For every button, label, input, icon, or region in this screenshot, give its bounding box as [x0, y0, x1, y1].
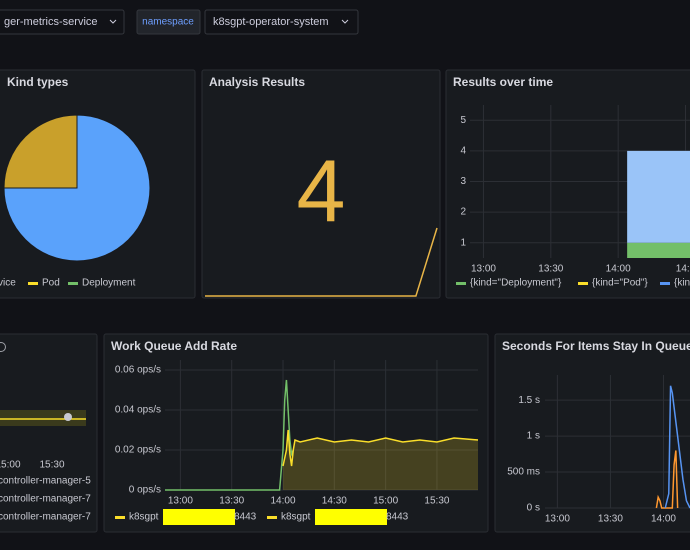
x-tick-label: 14:00: [271, 496, 296, 507]
x-tick-label: 13:30: [219, 496, 244, 507]
legend-swatch: [28, 282, 38, 285]
legend-label: controller-manager-5: [0, 476, 91, 487]
area: [627, 150, 690, 243]
y-tick-label: 0 s: [527, 503, 540, 514]
sparkline: [205, 227, 438, 297]
y-tick-label: 4: [460, 146, 466, 157]
x-tick-label: 14:00: [606, 264, 631, 275]
x-tick-label: 14:00: [651, 514, 676, 525]
legend-label: vice: [0, 278, 16, 289]
y-tick-label: 500 ms: [507, 467, 540, 478]
panel: [201, 69, 441, 299]
y-tick-label: 0.04 ops/s: [115, 405, 161, 416]
legend-label: {kind=": [674, 278, 690, 289]
legend-swatch: [456, 282, 466, 285]
panel: [494, 333, 690, 533]
legend-swatch: [115, 516, 125, 519]
series-band: [0, 410, 86, 426]
y-tick-label: 3: [460, 176, 466, 187]
y-tick-label: 1 s: [527, 431, 540, 442]
x-tick-label: 14:30: [322, 496, 347, 507]
legend-label: Pod: [42, 278, 60, 289]
legend-label: controller-manager-7: [0, 512, 91, 523]
pie-slice: [3, 114, 78, 189]
legend-label: Deployment: [82, 278, 136, 289]
panel-title: Kind types: [7, 75, 69, 89]
x-tick-label: 13:00: [471, 264, 496, 275]
x-tick-label: 14:3: [676, 264, 690, 275]
x-tick-label: 15:00: [373, 496, 398, 507]
area: [627, 242, 690, 258]
y-tick-label: 0 ops/s: [129, 485, 161, 496]
y-tick-label: 1.5 s: [518, 395, 540, 406]
y-tick-label: 1: [460, 237, 466, 248]
legend-label: k8sgpt: [281, 512, 311, 523]
legend-label: 8443: [386, 512, 409, 523]
redaction: [315, 509, 387, 525]
chevron: [109, 19, 117, 24]
line: [282, 429, 479, 467]
legend-swatch: [68, 282, 78, 285]
x-tick-label: 15:30: [39, 460, 64, 471]
service-value: ger-metrics-service: [4, 16, 98, 28]
pie-slice: [3, 114, 151, 262]
line: [165, 379, 294, 491]
legend-label: 8443: [234, 512, 257, 523]
legend-label: {kind="Pod"}: [592, 278, 648, 289]
stat-value: 4: [297, 141, 346, 240]
y-tick-label: 0.06 ops/s: [115, 365, 161, 376]
namespace-label-box: [136, 9, 201, 35]
panel-title: Analysis Results: [209, 75, 305, 89]
info-icon[interactable]: [0, 342, 6, 352]
x-tick-label: 13:30: [598, 514, 623, 525]
namespace-dropdown[interactable]: [204, 9, 359, 35]
area-fill: [283, 430, 478, 490]
legend-label: k8sgpt: [129, 512, 159, 523]
line: [664, 385, 690, 509]
legend-swatch: [660, 282, 670, 285]
chevron: [341, 19, 349, 24]
hover-point: [64, 413, 72, 421]
line: [655, 450, 679, 509]
panel-title: Seconds For Items Stay In Queue (b: [502, 339, 690, 353]
y-tick-label: 2: [460, 207, 466, 218]
y-tick-label: 0.02 ops/s: [115, 445, 161, 456]
legend-swatch: [578, 282, 588, 285]
service-dropdown[interactable]: [0, 9, 125, 35]
namespace-label: namespace: [142, 17, 194, 28]
legend-label: {kind="Deployment"}: [470, 278, 562, 289]
panel: [0, 333, 98, 533]
x-tick-label: 13:30: [538, 264, 563, 275]
x-tick-label: 13:00: [545, 514, 570, 525]
panel-title: Work Queue Add Rate: [111, 339, 237, 353]
legend-swatch: [267, 516, 277, 519]
x-tick-label: 13:00: [168, 496, 193, 507]
legend-label: controller-manager-7: [0, 494, 91, 505]
panel: [103, 333, 489, 533]
x-tick-label: 15:30: [424, 496, 449, 507]
y-tick-label: 5: [460, 115, 466, 126]
panel-title: Results over time: [453, 75, 553, 89]
x-tick-label: 15:00: [0, 460, 21, 471]
namespace-value: k8sgpt-operator-system: [213, 16, 329, 28]
redaction: [163, 509, 235, 525]
